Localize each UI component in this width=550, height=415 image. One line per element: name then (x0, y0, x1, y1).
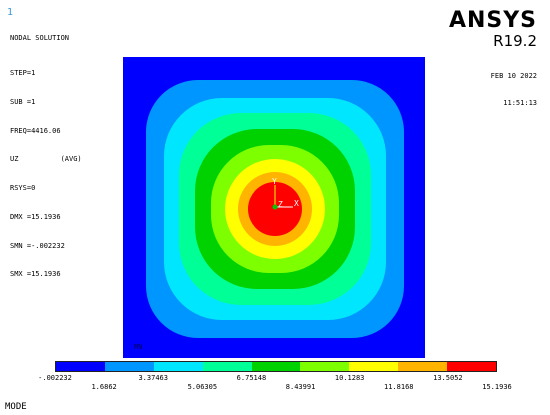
triad-z-label: Z (278, 200, 283, 209)
coordinate-triad: Y Z X (272, 177, 299, 210)
legend-tick-bottom-1: 1.6862 (91, 383, 117, 391)
info-dmx: DMX =15.1936 (10, 212, 61, 221)
info-result-item: UZ (AVG) (10, 155, 82, 164)
legend-swatch-2 (153, 362, 203, 371)
legend-swatch-3 (202, 362, 252, 371)
legend-tick-top-0: -.002232 (38, 374, 72, 382)
timestamp-time: 11:51:13 (503, 99, 537, 107)
triad-x-label: X (294, 199, 299, 208)
legend-tick-bottom-3: 5.06305 (187, 383, 218, 391)
plot-min-tag: MN (134, 343, 142, 351)
contour-plot[interactable]: Y Z X MN (123, 57, 425, 358)
info-step: STEP=1 (10, 68, 36, 77)
info-title: NODAL SOLUTION (10, 34, 70, 43)
info-rsys: RSYS=0 (10, 184, 36, 193)
legend-swatch-6 (349, 362, 399, 371)
triad-y-label: Y (272, 177, 277, 186)
legend-tick-top-8: 13.5052 (433, 374, 463, 382)
timestamp-date: FEB 10 2022 (490, 72, 537, 80)
color-legend-bar (55, 361, 497, 372)
legend-tick-top-4: 6.75148 (236, 374, 267, 382)
legend-tick-bottom-7: 11.8168 (384, 383, 414, 391)
legend-swatch-7 (398, 362, 448, 371)
legend-tick-top-6: 10.1283 (334, 374, 365, 382)
info-smx: SMX =15.1936 (10, 270, 61, 279)
legend-tick-top-2: 3.37463 (138, 374, 168, 382)
legend-swatch-5 (300, 362, 350, 371)
timestamp: FEB 10 2022 11:51:13 (491, 54, 537, 117)
legend-swatch-4 (251, 362, 301, 371)
info-substep: SUB =1 (10, 97, 36, 106)
legend-tick-bottom-5: 8.43991 (285, 383, 316, 391)
solution-info-panel: NODAL SOLUTION STEP=1 SUB =1 FREQ=4416.0… (10, 15, 82, 290)
brand-version: R19.2 (493, 32, 537, 50)
legend-swatch-0 (56, 362, 105, 371)
info-frequency: FREQ=4416.06 (10, 126, 61, 135)
legend-swatch-1 (104, 362, 154, 371)
window-number: 1 (7, 7, 14, 18)
status-mode: MODE (5, 402, 27, 412)
legend-tick-bottom-9: 15.1936 (482, 383, 512, 391)
legend-swatch-8 (447, 362, 497, 371)
brand-logo: ANSYS (448, 8, 537, 33)
brand-block: ANSYS R19.2 (449, 9, 537, 50)
info-smn: SMN =-.002232 (10, 241, 65, 250)
triad-origin (272, 204, 278, 210)
